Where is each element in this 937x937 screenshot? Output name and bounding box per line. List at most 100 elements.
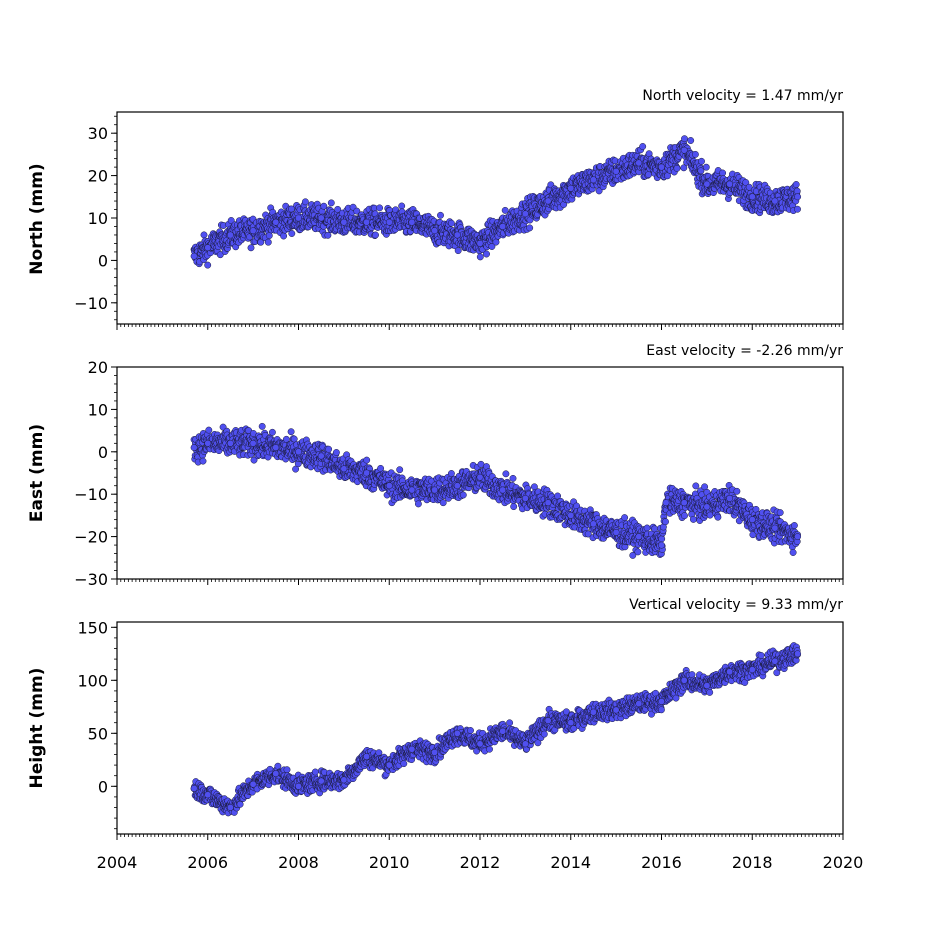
data-point [639, 143, 647, 150]
data-point [408, 218, 416, 226]
data-point [794, 193, 802, 201]
data-point [794, 205, 801, 213]
data-point [526, 224, 534, 232]
data-point [664, 172, 671, 180]
data-point [502, 470, 510, 478]
data-point [706, 511, 714, 519]
data-point [199, 457, 207, 465]
data-point [643, 524, 651, 532]
data-point [414, 500, 422, 508]
data-point [621, 514, 629, 522]
data-point [264, 238, 272, 246]
data-point [283, 766, 291, 774]
data-point [776, 509, 784, 517]
data-point [567, 184, 575, 192]
data-point [492, 238, 500, 246]
data-point [483, 250, 490, 258]
data-point [311, 768, 319, 776]
data-point [205, 426, 213, 434]
data-point [792, 181, 800, 188]
data-point [408, 486, 416, 494]
data-point [400, 760, 408, 768]
data-point [544, 197, 552, 205]
data-point [476, 253, 484, 261]
data-point [673, 164, 681, 172]
data-point [658, 541, 665, 549]
y-tick-label: 10 [88, 400, 108, 419]
data-point [748, 516, 756, 524]
data-point [658, 535, 666, 543]
data-point [476, 473, 484, 481]
data-point [521, 494, 529, 502]
data-point [689, 515, 697, 523]
data-point [272, 444, 280, 452]
data-point [439, 499, 447, 507]
data-point [301, 198, 309, 206]
data-point [476, 239, 484, 247]
data-point [567, 511, 575, 519]
data-point [726, 494, 734, 502]
data-point [698, 157, 705, 165]
data-point [249, 227, 257, 235]
data-point [703, 503, 711, 511]
north-scatter-points [190, 135, 802, 269]
data-point [295, 448, 302, 456]
data-point [272, 218, 280, 226]
data-point [317, 452, 325, 460]
data-point [544, 499, 552, 507]
data-point [703, 180, 711, 188]
height-y-axis-label: Height (mm) [27, 668, 47, 789]
data-point [204, 439, 212, 447]
data-point [190, 444, 198, 452]
data-point [431, 486, 439, 494]
data-point [385, 482, 393, 490]
data-point [488, 243, 496, 250]
data-point [691, 150, 699, 158]
y-tick-label: −20 [74, 528, 108, 547]
data-point [486, 745, 493, 753]
data-point [789, 549, 797, 556]
data-point [258, 422, 266, 430]
data-point [634, 548, 642, 556]
data-point [334, 205, 342, 213]
data-point [645, 171, 652, 179]
data-point [249, 439, 257, 447]
y-tick-label: 20 [88, 358, 108, 377]
data-point [325, 445, 333, 453]
data-point [719, 169, 727, 177]
data-point [467, 727, 474, 734]
data-point [396, 466, 404, 474]
east-y-axis-label: East (mm) [27, 424, 47, 522]
north-velocity-label: North velocity = 1.47 mm/yr [642, 88, 843, 104]
data-point [658, 163, 665, 171]
data-point [363, 469, 371, 477]
data-point [726, 180, 734, 188]
data-point [793, 187, 801, 195]
data-point [454, 247, 462, 255]
y-tick-label: −30 [74, 570, 108, 589]
data-point [247, 244, 255, 252]
data-point [453, 231, 461, 239]
data-point [376, 204, 384, 212]
data-point [589, 176, 597, 184]
data-point [733, 487, 741, 495]
data-point [226, 231, 234, 239]
data-point [499, 486, 507, 494]
data-point [459, 491, 467, 499]
data-point [280, 232, 288, 240]
data-point [680, 146, 688, 154]
data-point [499, 223, 507, 230]
data-point [287, 428, 295, 436]
data-point [340, 218, 348, 226]
y-tick-label: 30 [88, 124, 108, 143]
data-point [265, 232, 273, 240]
data-point [680, 499, 688, 507]
data-point [398, 202, 406, 210]
data-point [268, 428, 276, 436]
data-point [662, 518, 669, 526]
data-point [236, 800, 244, 808]
data-point [190, 252, 198, 260]
y-tick-label: 0 [98, 443, 108, 462]
data-point [288, 230, 296, 237]
